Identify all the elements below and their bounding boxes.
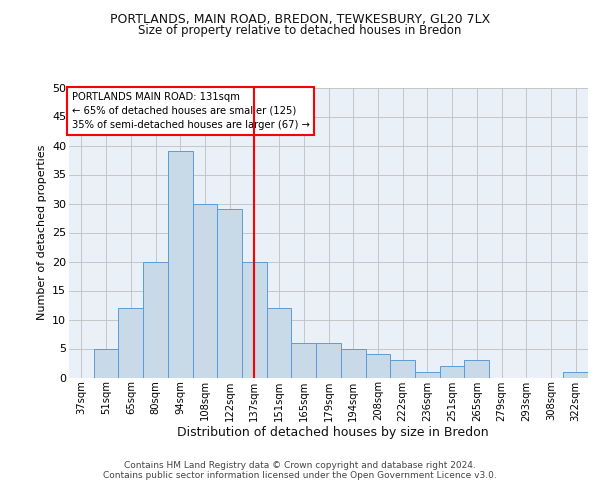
Bar [118, 308, 143, 378]
Bar [464, 360, 489, 378]
Text: Contains HM Land Registry data © Crown copyright and database right 2024.: Contains HM Land Registry data © Crown c… [124, 462, 476, 470]
Text: PORTLANDS, MAIN ROAD, BREDON, TEWKESBURY, GL20 7LX: PORTLANDS, MAIN ROAD, BREDON, TEWKESBURY… [110, 12, 490, 26]
Bar [94, 348, 118, 378]
Bar [440, 366, 464, 378]
Text: Contains public sector information licensed under the Open Government Licence v3: Contains public sector information licen… [103, 472, 497, 480]
Bar [415, 372, 440, 378]
Bar [143, 262, 168, 378]
Bar [193, 204, 217, 378]
Bar [217, 210, 242, 378]
Y-axis label: Number of detached properties: Number of detached properties [37, 145, 47, 320]
Bar [242, 262, 267, 378]
Bar [292, 342, 316, 378]
Bar [563, 372, 588, 378]
Bar [168, 152, 193, 378]
Bar [316, 342, 341, 378]
Text: PORTLANDS MAIN ROAD: 131sqm
← 65% of detached houses are smaller (125)
35% of se: PORTLANDS MAIN ROAD: 131sqm ← 65% of det… [71, 92, 310, 130]
Bar [365, 354, 390, 378]
Bar [390, 360, 415, 378]
Text: Size of property relative to detached houses in Bredon: Size of property relative to detached ho… [139, 24, 461, 37]
Text: Distribution of detached houses by size in Bredon: Distribution of detached houses by size … [177, 426, 489, 439]
Bar [341, 348, 365, 378]
Bar [267, 308, 292, 378]
